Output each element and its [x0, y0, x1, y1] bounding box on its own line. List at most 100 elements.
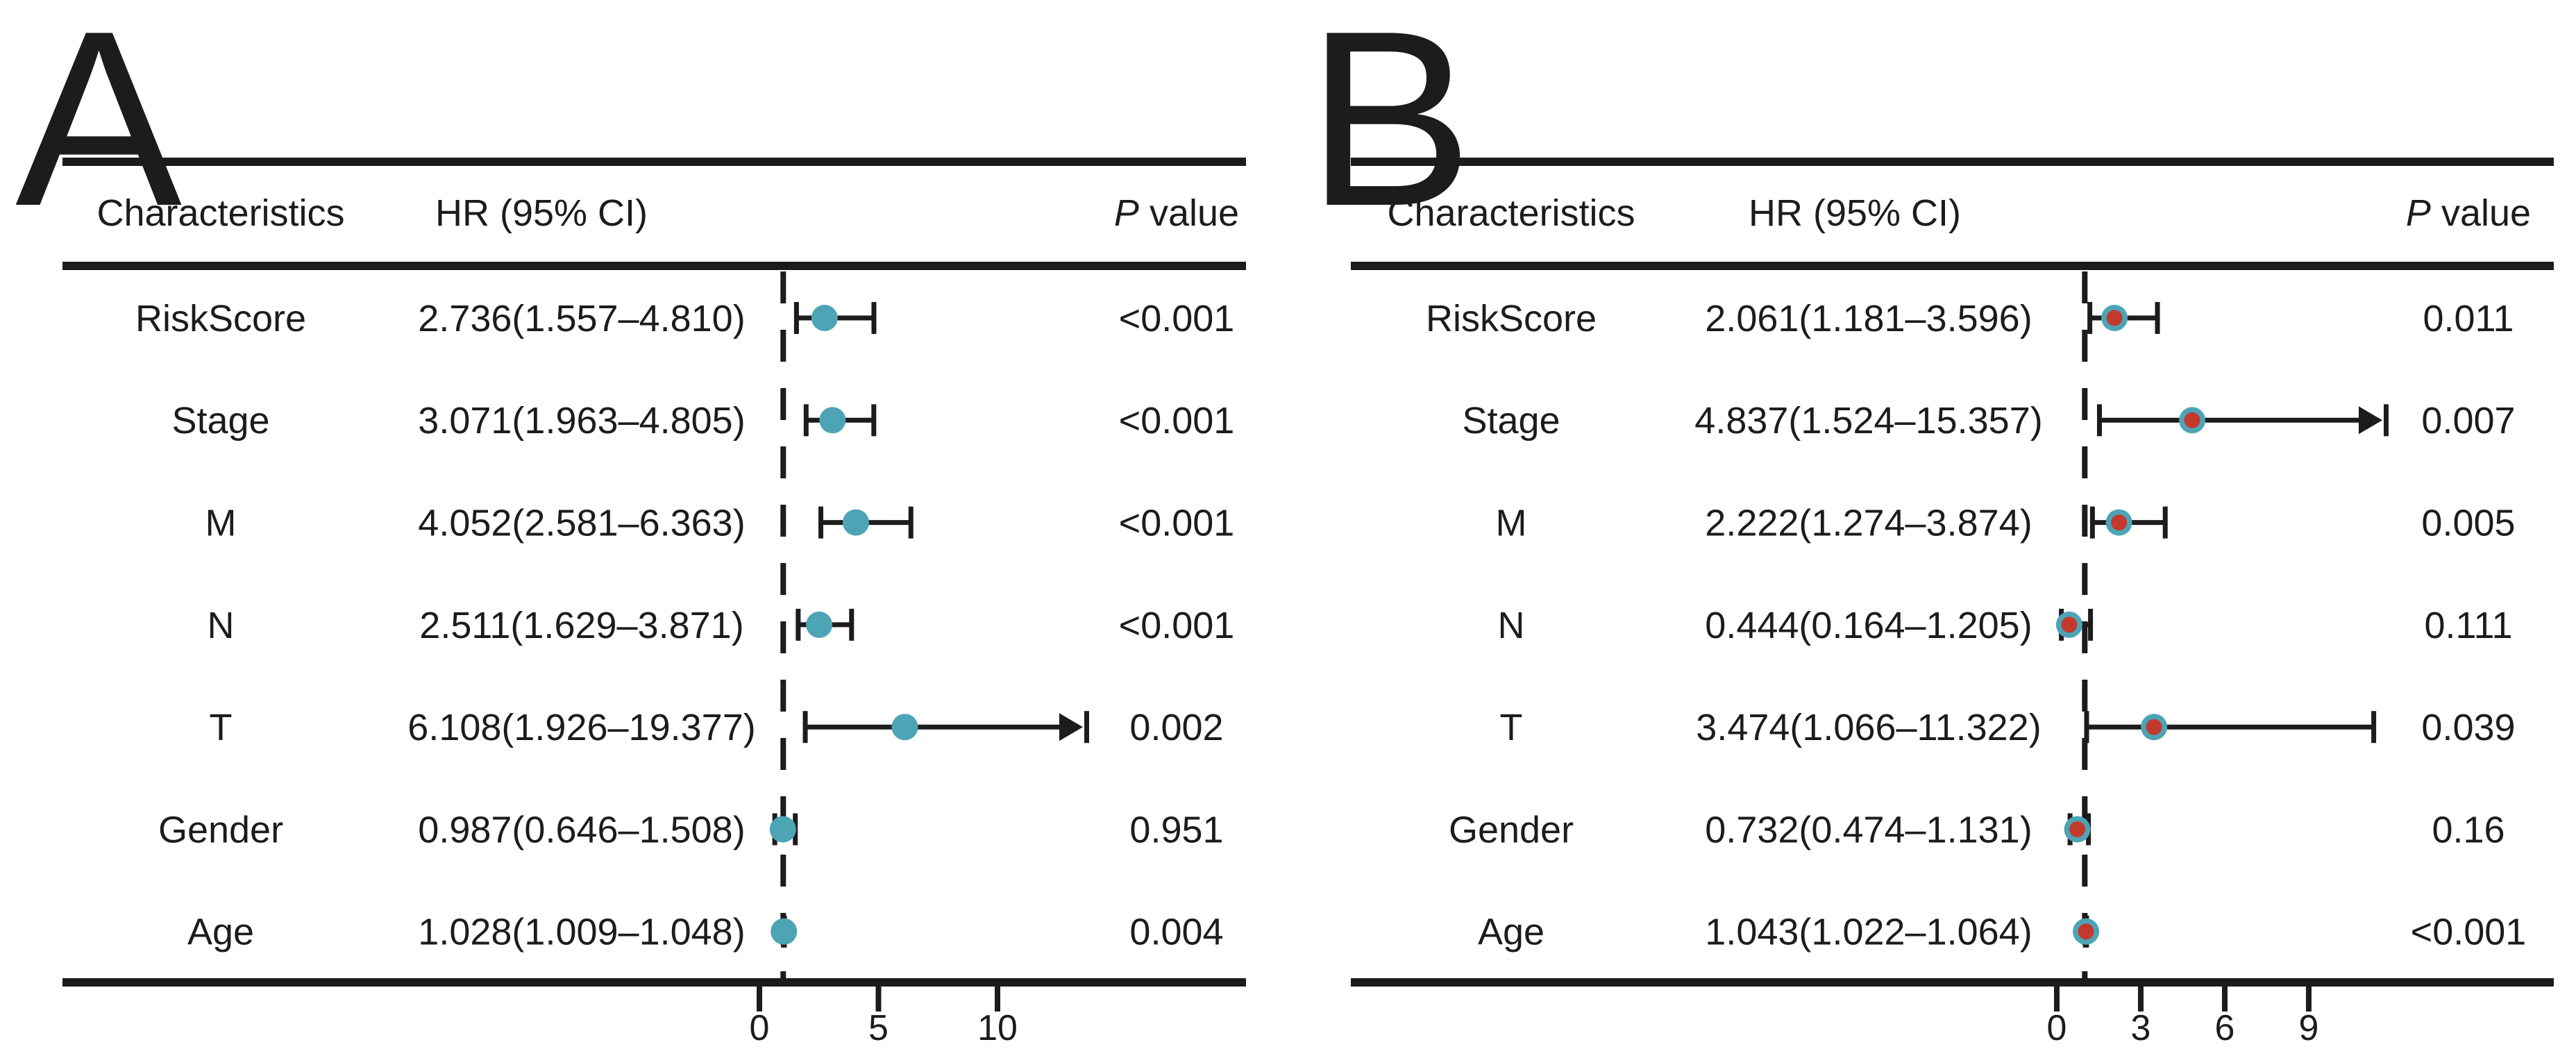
hr-ci-text: 1.043(1.022–1.064) [1705, 912, 2032, 953]
column-header-hr: HR (95% CI) [1749, 192, 1961, 234]
hr-dot [811, 305, 838, 331]
hr-dot [806, 611, 833, 638]
row-T: T 3.474(1.066–11.322) 0.039 [1500, 707, 2516, 748]
ci-cap-high [849, 608, 855, 641]
row-Age: Age 1.043(1.022–1.064) <0.001 [1478, 912, 2526, 953]
hr-ci-text: 2.511(1.629–3.871) [419, 605, 743, 646]
hr-ci-text: 2.061(1.181–3.596) [1705, 298, 2032, 339]
p-value-text: 0.011 [2423, 298, 2514, 339]
ci-cap-high [2162, 506, 2168, 539]
axis-tick-label: 3 [2131, 1008, 2151, 1048]
row-T: T 6.108(1.926–19.377) 0.002 [210, 707, 1224, 748]
p-value-text: <0.001 [1119, 298, 1235, 339]
row-label: RiskScore [1426, 298, 1597, 339]
axis-tick-label: 9 [2299, 1008, 2319, 1048]
hr-dot-inner [2078, 923, 2094, 940]
panel-label: B [1306, 0, 1473, 258]
p-value-text: 0.111 [2424, 605, 2512, 646]
row-M: M 2.222(1.274–3.874) 0.005 [1496, 503, 2516, 544]
p-value-text: <0.001 [1119, 503, 1235, 544]
row-label: Stage [171, 400, 269, 442]
hr-dot-inner [2111, 514, 2128, 531]
panel-label: A [15, 0, 183, 258]
row-M: M 4.052(2.581–6.363) <0.001 [205, 503, 1235, 544]
axis-tick-label: 10 [977, 1008, 1018, 1048]
ci-cap-low [803, 404, 809, 437]
hr-dot-inner [2146, 719, 2162, 735]
hr-dot [891, 714, 918, 741]
hr-dot-inner [2106, 310, 2123, 326]
row-Stage: Stage 4.837(1.524–15.357) 0.007 [1462, 400, 2515, 442]
ci-cap-low [818, 506, 824, 539]
hr-dot [842, 509, 869, 536]
hr-ci-text: 3.474(1.066–11.322) [1696, 707, 2041, 748]
axis-tick-label: 6 [2215, 1008, 2235, 1048]
row-Gender: Gender 0.987(0.646–1.508) 0.951 [158, 809, 1224, 850]
row-label: N [1498, 605, 1525, 646]
column-header-characteristics: Characteristics [96, 192, 344, 234]
p-value-text: <0.001 [1119, 400, 1235, 442]
ci-cap-low [802, 711, 808, 744]
row-label: N [208, 605, 235, 646]
ci-cap-low [793, 302, 799, 334]
p-value-text: 0.002 [1129, 707, 1223, 748]
row-RiskScore: RiskScore 2.061(1.181–3.596) 0.011 [1426, 298, 2514, 339]
row-label: Age [1478, 912, 1544, 953]
hr-dot-inner [2184, 412, 2200, 428]
ci-cap-low [2084, 711, 2089, 744]
p-value-text: 0.005 [2421, 503, 2515, 544]
ci-cap-high [871, 302, 877, 334]
column-header-pvalue: P value [1114, 192, 1239, 234]
row-label: Stage [1462, 400, 1560, 442]
row-label: RiskScore [135, 298, 306, 339]
ci-cap-high [2384, 404, 2389, 437]
ci-arrowhead [2359, 406, 2382, 435]
row-Stage: Stage 3.071(1.963–4.805) <0.001 [171, 400, 1234, 442]
ci-cap-high [2371, 711, 2377, 744]
p-value-text: 0.004 [1129, 912, 1223, 953]
row-label: Age [187, 912, 254, 953]
p-value-text: <0.001 [1119, 605, 1235, 646]
row-Age: Age 1.028(1.009–1.048) 0.004 [187, 912, 1224, 953]
hr-dot [771, 918, 798, 945]
hr-ci-text: 6.108(1.926–19.377) [407, 707, 755, 748]
ci-cap-high [2088, 608, 2094, 641]
hr-dot-inner [2061, 616, 2078, 633]
hr-ci-text: 0.732(0.474–1.131) [1705, 809, 2032, 850]
ci-cap-high [871, 404, 877, 437]
row-RiskScore: RiskScore 2.736(1.557–4.810) <0.001 [135, 298, 1234, 339]
ci-arrowhead [1059, 713, 1083, 741]
hr-dot [769, 816, 796, 843]
p-value-text: 0.007 [2421, 400, 2515, 442]
ci-cap-high [1084, 711, 1089, 744]
p-value-text: 0.951 [1129, 809, 1223, 850]
row-Gender: Gender 0.732(0.474–1.131) 0.16 [1449, 809, 2505, 850]
p-value-text: <0.001 [2411, 912, 2527, 953]
row-label: T [1500, 707, 1523, 748]
axis-tick-label: 0 [750, 1008, 770, 1048]
hr-ci-text: 4.052(2.581–6.363) [418, 503, 745, 544]
hr-ci-text: 3.071(1.963–4.805) [418, 400, 745, 442]
axis-tick-label: 5 [868, 1008, 889, 1048]
row-label: M [1496, 503, 1527, 544]
row-label: M [205, 503, 237, 544]
hr-ci-text: 2.736(1.557–4.810) [418, 298, 745, 339]
ci-cap-high [2155, 302, 2160, 334]
row-N: N 0.444(0.164–1.205) 0.111 [1498, 605, 2513, 646]
column-header-hr: HR (95% CI) [435, 192, 648, 234]
hr-ci-text: 2.222(1.274–3.874) [1705, 503, 2032, 544]
ci-cap-low [2096, 404, 2102, 437]
hr-ci-text: 0.987(0.646–1.508) [418, 809, 745, 850]
hr-dot [819, 407, 846, 434]
hr-ci-text: 1.028(1.009–1.048) [418, 912, 745, 953]
p-value-text: 0.039 [2421, 707, 2515, 748]
p-value-text: 0.16 [2432, 809, 2505, 850]
ci-cap-low [2087, 302, 2093, 334]
hr-dot-inner [2069, 821, 2086, 837]
ci-cap-low [795, 608, 801, 641]
column-header-characteristics: Characteristics [1387, 192, 1635, 234]
